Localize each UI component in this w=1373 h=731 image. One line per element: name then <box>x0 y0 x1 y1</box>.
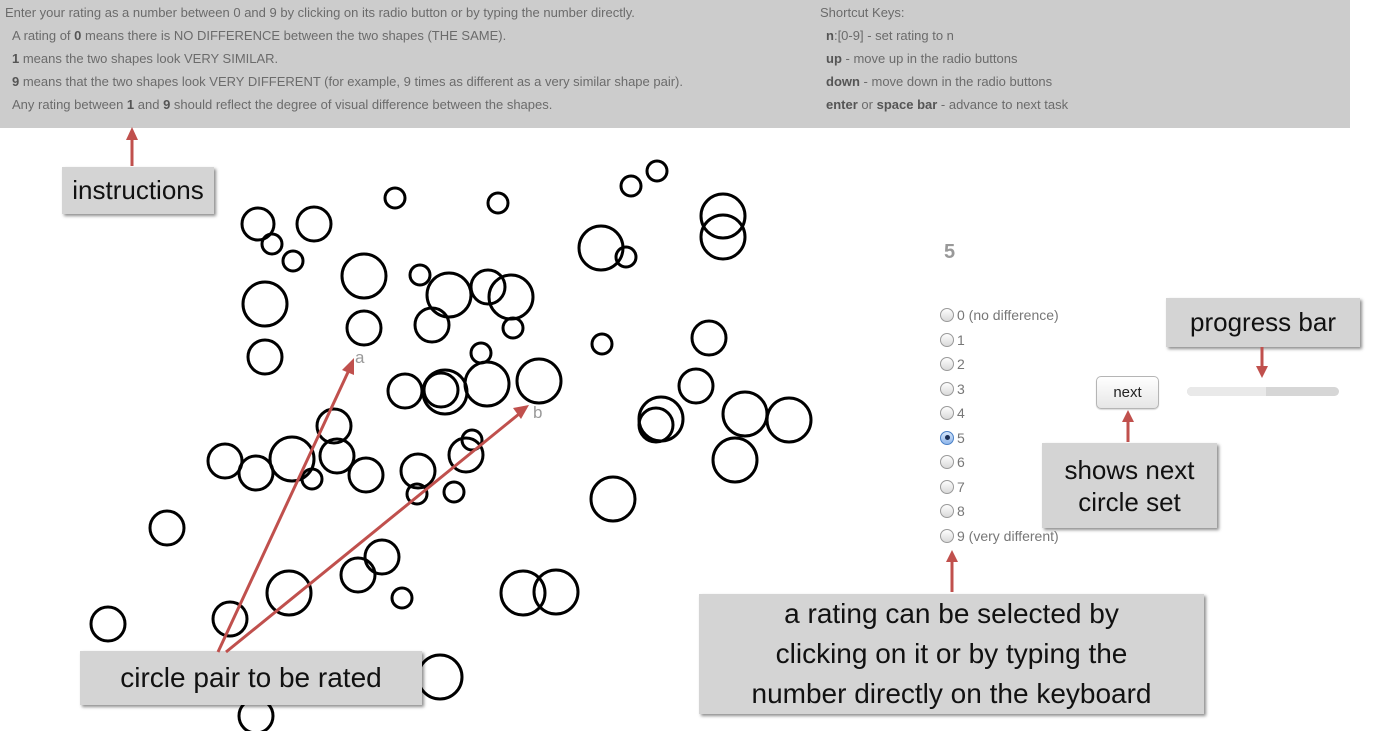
rating-option-6[interactable]: 6 <box>940 450 1059 475</box>
stimulus-circle <box>260 232 284 256</box>
instructions-panel: Enter your rating as a number between 0 … <box>0 0 1350 128</box>
rating-option-8[interactable]: 8 <box>940 499 1059 524</box>
pair-label-a: a <box>355 348 365 367</box>
stimulus-circle <box>425 271 473 319</box>
stimulus-circle <box>246 338 284 376</box>
stimulus-circle <box>241 280 289 328</box>
stimulus-circle <box>206 442 244 480</box>
stimulus-circle <box>590 332 614 356</box>
stimulus-circle <box>589 475 637 523</box>
stimulus-circle <box>463 360 511 408</box>
stimulus-circle <box>711 436 759 484</box>
radio-button[interactable] <box>940 504 954 519</box>
rating-option-1[interactable]: 1 <box>940 328 1059 353</box>
callout-rating: a rating can be selected by clicking on … <box>699 594 1204 714</box>
radio-button[interactable] <box>940 455 954 470</box>
stimulus-circle <box>637 406 675 444</box>
stimulus-circle <box>501 316 525 340</box>
instruction-line-5: Any rating between 1 and 9 should reflec… <box>12 97 553 112</box>
callout-next-button: shows next circle set <box>1042 443 1217 528</box>
stimulus-circle <box>300 467 324 491</box>
stimulus-circle <box>89 605 127 643</box>
radio-button-selected[interactable] <box>940 430 954 445</box>
stimulus-circle <box>765 396 813 444</box>
rating-option-3[interactable]: 3 <box>940 377 1059 402</box>
radio-button[interactable] <box>940 357 954 372</box>
rating-option-2[interactable]: 2 <box>940 352 1059 377</box>
stimulus-circle <box>347 456 385 494</box>
rating-option-5[interactable]: 5 <box>940 426 1059 451</box>
radio-button[interactable] <box>940 332 954 347</box>
stimulus-circle <box>637 395 685 443</box>
current-rating-value: 5 <box>944 241 956 263</box>
stimulus-circle <box>721 390 769 438</box>
rating-option-0[interactable]: 0 (no difference) <box>940 303 1059 328</box>
stimulus-circle <box>699 213 747 261</box>
stimulus-circle <box>340 252 388 300</box>
rating-option-9[interactable]: 9 (very different) <box>940 524 1059 549</box>
stimulus-circle <box>487 273 535 321</box>
stimulus-circle <box>363 538 401 576</box>
instruction-line-2: A rating of 0 means there is NO DIFFEREN… <box>12 28 507 43</box>
stimulus-circle <box>645 159 669 183</box>
stimulus-circle <box>281 249 305 273</box>
stimulus-circle <box>148 509 186 547</box>
shortcut-item-n: n:[0-9] - set rating to n <box>826 28 954 43</box>
stimulus-circle <box>240 206 276 242</box>
stimulus-circle <box>619 174 643 198</box>
radio-button[interactable] <box>940 528 954 543</box>
rating-option-4[interactable]: 4 <box>940 401 1059 426</box>
stimulus-circle <box>515 357 563 405</box>
stimulus-circle <box>339 556 377 594</box>
stimulus-circle <box>690 319 728 357</box>
callout-circle-pair: circle pair to be rated <box>80 651 422 705</box>
progress-fill <box>1187 387 1267 396</box>
stimulus-circle <box>345 309 383 347</box>
stimulus-circle <box>408 263 432 287</box>
stimulus-circle <box>383 186 407 210</box>
shortcut-item-enter: enter or space bar - advance to next tas… <box>826 97 1069 112</box>
shortcut-item-down: down - move down in the radio buttons <box>826 74 1053 89</box>
stimulus-circle <box>237 454 275 492</box>
stimulus-circle <box>295 205 333 243</box>
pair-label-b: b <box>533 403 543 422</box>
rating-radio-group: 0 (no difference) 1 2 3 4 5 6 7 8 9 (ver… <box>940 303 1059 548</box>
next-button[interactable]: next <box>1096 376 1159 409</box>
stimulus-circle <box>413 306 451 344</box>
stimulus-circle <box>211 600 249 638</box>
stimulus-circle <box>577 224 625 272</box>
callout-instructions: instructions <box>62 167 214 214</box>
callout-progress-bar: progress bar <box>1166 298 1360 347</box>
radio-button[interactable] <box>940 308 954 323</box>
instruction-line-4: 9 means that the two shapes look VERY DI… <box>12 74 683 89</box>
stimulus-circle <box>447 436 485 474</box>
stimulus-circle <box>469 268 507 306</box>
radio-button[interactable] <box>940 406 954 421</box>
radio-button[interactable] <box>940 381 954 396</box>
stimulus-circle <box>265 569 313 617</box>
stimulus-circle <box>390 586 414 610</box>
stimulus-circle <box>699 192 747 240</box>
stimulus-circle <box>614 245 638 269</box>
shortcut-item-up: up - move up in the radio buttons <box>826 51 1018 66</box>
stimulus-circle <box>486 191 510 215</box>
stimulus-circle <box>677 367 715 405</box>
stimulus-circle <box>442 480 466 504</box>
instruction-line-1: Enter your rating as a number between 0 … <box>5 5 635 20</box>
stimulus-circle <box>532 568 580 616</box>
stimulus-circle <box>386 372 424 410</box>
instruction-line-3: 1 means the two shapes look VERY SIMILAR… <box>12 51 279 66</box>
progress-bar <box>1187 387 1339 396</box>
stimulus-circle <box>469 341 493 365</box>
shortcuts-title: Shortcut Keys: <box>820 5 905 20</box>
rating-option-7[interactable]: 7 <box>940 475 1059 500</box>
radio-button[interactable] <box>940 479 954 494</box>
stimulus-circle <box>268 435 316 483</box>
stimulus-circle <box>416 653 464 701</box>
